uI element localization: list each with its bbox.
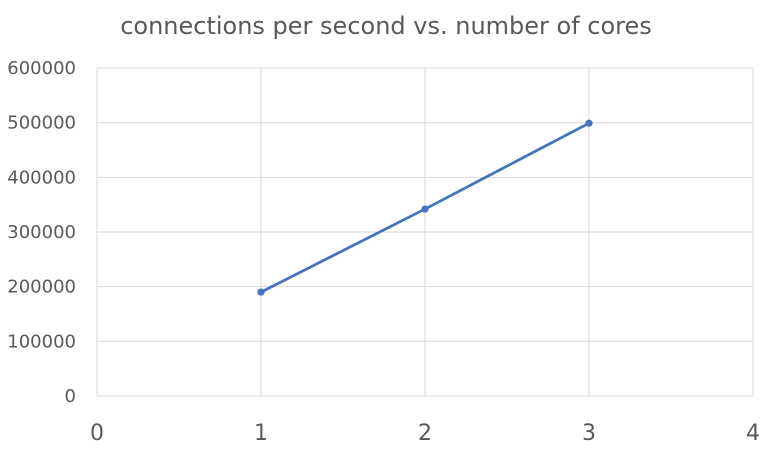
y-tick-label: 200000 — [7, 277, 76, 298]
x-tick-label: 4 — [746, 421, 760, 446]
chart-title: connections per second vs. number of cor… — [120, 12, 652, 40]
x-tick-label: 2 — [418, 421, 432, 446]
y-tick-label: 300000 — [7, 222, 76, 243]
data-point — [257, 288, 265, 296]
series-layer — [257, 119, 593, 296]
data-point — [585, 119, 593, 127]
x-tick-label: 3 — [582, 421, 596, 446]
y-tick-label: 100000 — [7, 331, 76, 352]
x-axis-tick-labels: 0 1 2 3 4 — [90, 421, 760, 446]
x-tick-label: 0 — [90, 421, 104, 446]
data-point — [421, 205, 429, 213]
y-tick-label: 0 — [65, 386, 76, 407]
y-tick-label: 500000 — [7, 113, 76, 134]
grid-layer — [96, 67, 754, 397]
y-tick-label: 600000 — [7, 58, 76, 79]
y-tick-label: 400000 — [7, 167, 76, 188]
x-tick-label: 1 — [254, 421, 268, 446]
y-axis-tick-labels: 0 100000 200000 300000 400000 500000 600000 — [7, 58, 76, 407]
